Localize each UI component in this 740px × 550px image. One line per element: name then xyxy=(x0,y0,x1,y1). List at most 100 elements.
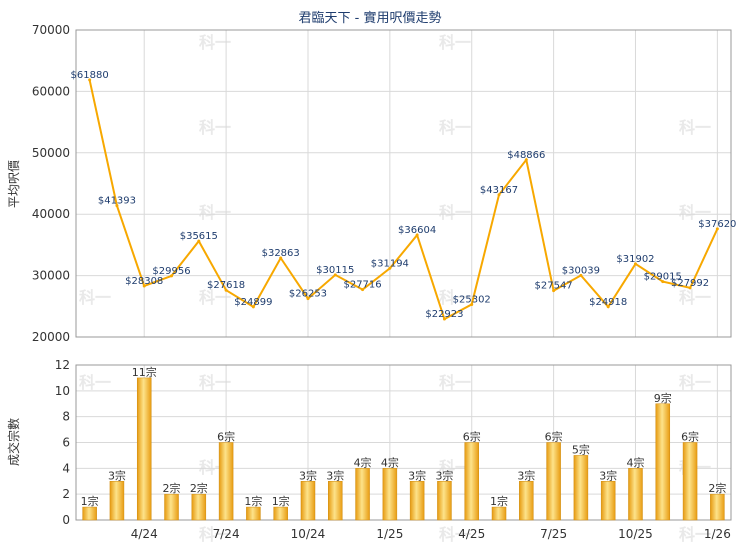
volume-tick-label: 10 xyxy=(55,384,70,398)
watermark: 科一 xyxy=(439,203,471,222)
volume-bar xyxy=(682,442,698,521)
volume-axis-label: 成交宗數 xyxy=(6,418,21,466)
volume-tick-label: 12 xyxy=(55,358,70,372)
price-tick-label: 50000 xyxy=(32,146,70,160)
volume-bar xyxy=(246,506,261,521)
watermark: 科一 xyxy=(679,118,711,137)
x-tick-label: 1/26 xyxy=(704,527,731,541)
watermark: 科一 xyxy=(679,525,711,544)
price-point xyxy=(361,288,365,292)
volume-data-label: 3宗 xyxy=(326,468,344,482)
price-tick-label: 30000 xyxy=(32,269,70,283)
x-tick-label: 4/25 xyxy=(458,527,485,541)
watermark: 科一 xyxy=(439,118,471,137)
volume-data-label: 3宗 xyxy=(517,468,535,482)
price-data-label: $30115 xyxy=(316,265,354,276)
watermark: 科一 xyxy=(199,203,231,222)
volume-bar xyxy=(273,506,288,521)
price-point xyxy=(606,305,610,309)
price-data-label: $48866 xyxy=(507,150,545,161)
price-series-line xyxy=(88,79,719,321)
volume-bar xyxy=(710,493,725,521)
price-point xyxy=(306,297,310,301)
volume-bar xyxy=(655,403,671,521)
volume-bar xyxy=(328,481,343,521)
x-tick-label: 10/25 xyxy=(618,527,653,541)
watermark: 科一 xyxy=(439,458,471,477)
volume-data-label: 3宗 xyxy=(408,468,426,482)
price-data-label: $41393 xyxy=(98,196,136,207)
volume-frame xyxy=(75,364,732,521)
price-data-label: $43167 xyxy=(480,185,518,196)
volume-bar xyxy=(300,481,316,521)
volume-data-label: 3宗 xyxy=(299,468,317,482)
watermark: 科一 xyxy=(199,33,231,52)
volume-data-label: 1宗 xyxy=(272,494,290,508)
price-point xyxy=(497,193,501,197)
price-data-label: $31194 xyxy=(371,258,409,269)
price-point xyxy=(715,227,719,231)
price-data-label: $61880 xyxy=(71,70,109,81)
price-data-label: $29015 xyxy=(644,272,682,283)
price-data-label: $27716 xyxy=(343,280,381,291)
price-data-label: $27992 xyxy=(671,278,709,289)
volume-bar xyxy=(109,481,125,521)
volume-data-label: 6宗 xyxy=(463,430,481,444)
volume-tick-label: 6 xyxy=(62,436,70,450)
price-point xyxy=(633,262,637,266)
price-point xyxy=(197,239,201,243)
volume-data-label: 3宗 xyxy=(108,468,126,482)
watermark: 科一 xyxy=(439,373,471,392)
price-point xyxy=(142,284,146,288)
volume-data-label: 3宗 xyxy=(435,468,453,482)
volume-bar xyxy=(355,468,370,521)
watermark: 科一 xyxy=(439,288,471,307)
watermark: 科一 xyxy=(79,288,111,307)
price-point xyxy=(688,286,692,290)
price-data-label: $27547 xyxy=(535,281,573,292)
watermark: 科一 xyxy=(679,373,711,392)
volume-bar xyxy=(82,506,97,521)
volume-data-label: 1宗 xyxy=(490,494,508,508)
price-point xyxy=(333,273,337,277)
volume-bar xyxy=(437,481,452,521)
watermark: 科一 xyxy=(199,118,231,137)
volume-data-label: 9宗 xyxy=(654,391,672,405)
x-tick-label: 4/24 xyxy=(131,527,158,541)
volume-data-label: 1宗 xyxy=(244,494,262,508)
volume-bar xyxy=(519,481,534,521)
price-data-label: $27618 xyxy=(207,280,245,291)
volume-data-label: 11宗 xyxy=(132,365,157,379)
price-point xyxy=(442,317,446,321)
price-tick-label: 40000 xyxy=(32,207,70,221)
price-data-label: $37620 xyxy=(698,219,736,230)
volume-data-label: 4宗 xyxy=(381,455,399,469)
x-tick-label: 10/24 xyxy=(291,527,326,541)
price-tick-label: 20000 xyxy=(32,330,70,344)
price-tick-label: 60000 xyxy=(32,84,70,98)
price-data-label: $24899 xyxy=(234,297,272,308)
price-point xyxy=(251,305,255,309)
watermark: 科一 xyxy=(679,288,711,307)
volume-bar xyxy=(164,493,179,521)
price-point xyxy=(415,233,419,237)
watermark: 科一 xyxy=(199,525,231,544)
volume-bar xyxy=(136,377,152,521)
volume-bar xyxy=(546,442,561,521)
volume-data-label: 6宗 xyxy=(217,430,235,444)
price-point xyxy=(279,256,283,260)
price-point xyxy=(224,288,228,292)
price-point xyxy=(88,78,92,82)
watermark: 科一 xyxy=(679,203,711,222)
volume-data-label: 4宗 xyxy=(354,455,372,469)
price-point xyxy=(579,273,583,277)
price-data-label: $22923 xyxy=(425,309,463,320)
price-data-label: $24918 xyxy=(589,297,627,308)
price-data-label: $36604 xyxy=(398,225,436,236)
chart-title: 君臨天下 - 實用呎價走勢 xyxy=(299,10,442,26)
volume-data-label: 4宗 xyxy=(626,455,644,469)
x-tick-label: 7/25 xyxy=(540,527,567,541)
volume-bar xyxy=(218,442,234,521)
price-data-label: $35615 xyxy=(180,231,218,242)
